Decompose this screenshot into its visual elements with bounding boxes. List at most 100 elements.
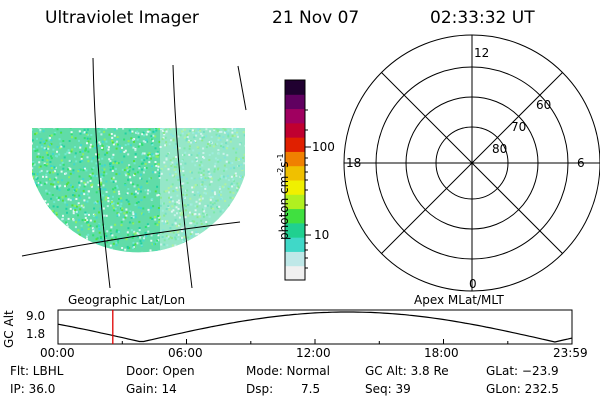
uv-pixel xyxy=(187,141,190,143)
uv-pixel xyxy=(184,216,187,219)
uv-pixel xyxy=(248,148,250,150)
uv-pixel xyxy=(36,284,38,286)
uv-pixel xyxy=(181,248,184,251)
uv-pixel xyxy=(188,145,191,148)
uv-pixel xyxy=(49,210,52,213)
uv-pixel xyxy=(164,190,167,193)
uv-pixel xyxy=(32,167,34,170)
uv-pixel xyxy=(121,207,124,210)
uv-pixel xyxy=(104,188,107,191)
uv-pixel xyxy=(53,213,56,216)
uv-pixel xyxy=(207,170,210,173)
uv-pixel xyxy=(111,266,113,268)
uv-pixel xyxy=(132,241,135,244)
uv-pixel xyxy=(224,288,226,290)
uv-pixel xyxy=(200,161,203,164)
uv-pixel xyxy=(122,128,125,130)
uv-pixel xyxy=(229,162,232,165)
uv-pixel xyxy=(79,151,82,153)
uv-pixel xyxy=(120,221,123,224)
uv-pixel xyxy=(60,260,62,262)
colorbar-cell xyxy=(285,94,305,110)
uv-pixel xyxy=(193,243,195,246)
uv-pixel xyxy=(31,280,33,282)
uv-pixel xyxy=(197,128,200,131)
uv-pixel xyxy=(193,136,196,139)
uv-pixel xyxy=(101,168,104,171)
uv-pixel xyxy=(167,168,170,171)
uv-pixel xyxy=(213,280,215,282)
uv-pixel xyxy=(81,150,84,153)
uv-pixel xyxy=(150,135,153,138)
uv-pixel xyxy=(40,284,42,286)
uv-pixel xyxy=(165,220,167,223)
uv-pixel xyxy=(178,249,181,252)
uv-pixel xyxy=(56,155,58,158)
uv-pixel xyxy=(97,255,99,257)
colorbar-cell xyxy=(285,237,305,252)
uv-pixel xyxy=(49,257,51,259)
uv-pixel xyxy=(171,264,173,266)
status-mode: Mode: Normal xyxy=(246,364,330,378)
uv-pixel xyxy=(209,279,211,281)
uv-pixel xyxy=(55,221,58,224)
uv-pixel xyxy=(110,247,113,250)
uv-pixel xyxy=(213,284,215,286)
uv-pixel xyxy=(151,144,154,146)
uv-pixel xyxy=(196,222,199,225)
uv-pixel xyxy=(227,187,230,190)
uv-pixel xyxy=(153,271,155,273)
uv-pixel xyxy=(35,199,38,202)
uv-pixel xyxy=(175,206,178,209)
uv-pixel xyxy=(227,224,230,227)
uv-pixel xyxy=(36,173,39,175)
uv-pixel xyxy=(235,148,238,151)
uv-pixel xyxy=(233,179,235,182)
polar-diag-2 xyxy=(381,72,563,254)
uv-pixel xyxy=(147,230,150,233)
uv-pixel xyxy=(171,183,174,186)
uv-pixel xyxy=(146,130,149,133)
uv-pixel xyxy=(195,134,198,137)
uv-pixel xyxy=(55,281,57,283)
uv-pixel xyxy=(50,264,52,266)
uv-pixel xyxy=(185,138,188,140)
uv-pixel xyxy=(174,173,177,176)
uv-pixel xyxy=(134,204,137,206)
uv-pixel xyxy=(85,277,87,279)
uv-pixel xyxy=(35,185,38,188)
uv-pixel xyxy=(205,227,208,230)
uv-pixel xyxy=(87,245,90,248)
uv-pixel xyxy=(173,146,176,149)
uv-pixel xyxy=(116,140,118,143)
uv-pixel xyxy=(222,276,224,278)
uv-pixel xyxy=(54,255,56,257)
uv-pixel xyxy=(175,225,178,228)
uv-pixel xyxy=(215,199,218,202)
uv-pixel xyxy=(102,194,105,197)
uv-pixel xyxy=(70,131,73,134)
uv-pixel xyxy=(65,278,67,280)
uv-pixel xyxy=(211,270,213,272)
uv-pixel xyxy=(131,267,133,269)
uv-pixel xyxy=(176,189,179,192)
uv-pixel xyxy=(140,142,143,145)
uv-pixel xyxy=(201,134,204,137)
uv-pixel xyxy=(248,250,250,252)
uv-pixel xyxy=(116,186,119,189)
uv-pixel xyxy=(167,281,169,283)
uv-pixel xyxy=(242,201,245,204)
uv-pixel xyxy=(50,167,53,169)
uv-pixel xyxy=(189,222,192,225)
altitude-xtick-2359: 23:59 xyxy=(553,346,588,360)
uv-pixel xyxy=(130,263,132,265)
uv-pixel xyxy=(236,128,239,129)
uv-pixel xyxy=(237,186,240,189)
uv-pixel xyxy=(65,283,67,285)
uv-pixel xyxy=(121,268,123,270)
uv-pixel xyxy=(34,204,36,207)
uv-pixel xyxy=(246,148,248,150)
uv-pixel xyxy=(110,179,113,182)
uv-pixel xyxy=(155,241,158,244)
uv-pixel xyxy=(90,282,92,284)
